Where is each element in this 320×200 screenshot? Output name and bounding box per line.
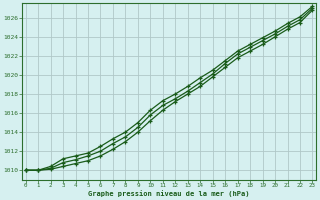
X-axis label: Graphe pression niveau de la mer (hPa): Graphe pression niveau de la mer (hPa) xyxy=(88,190,250,197)
